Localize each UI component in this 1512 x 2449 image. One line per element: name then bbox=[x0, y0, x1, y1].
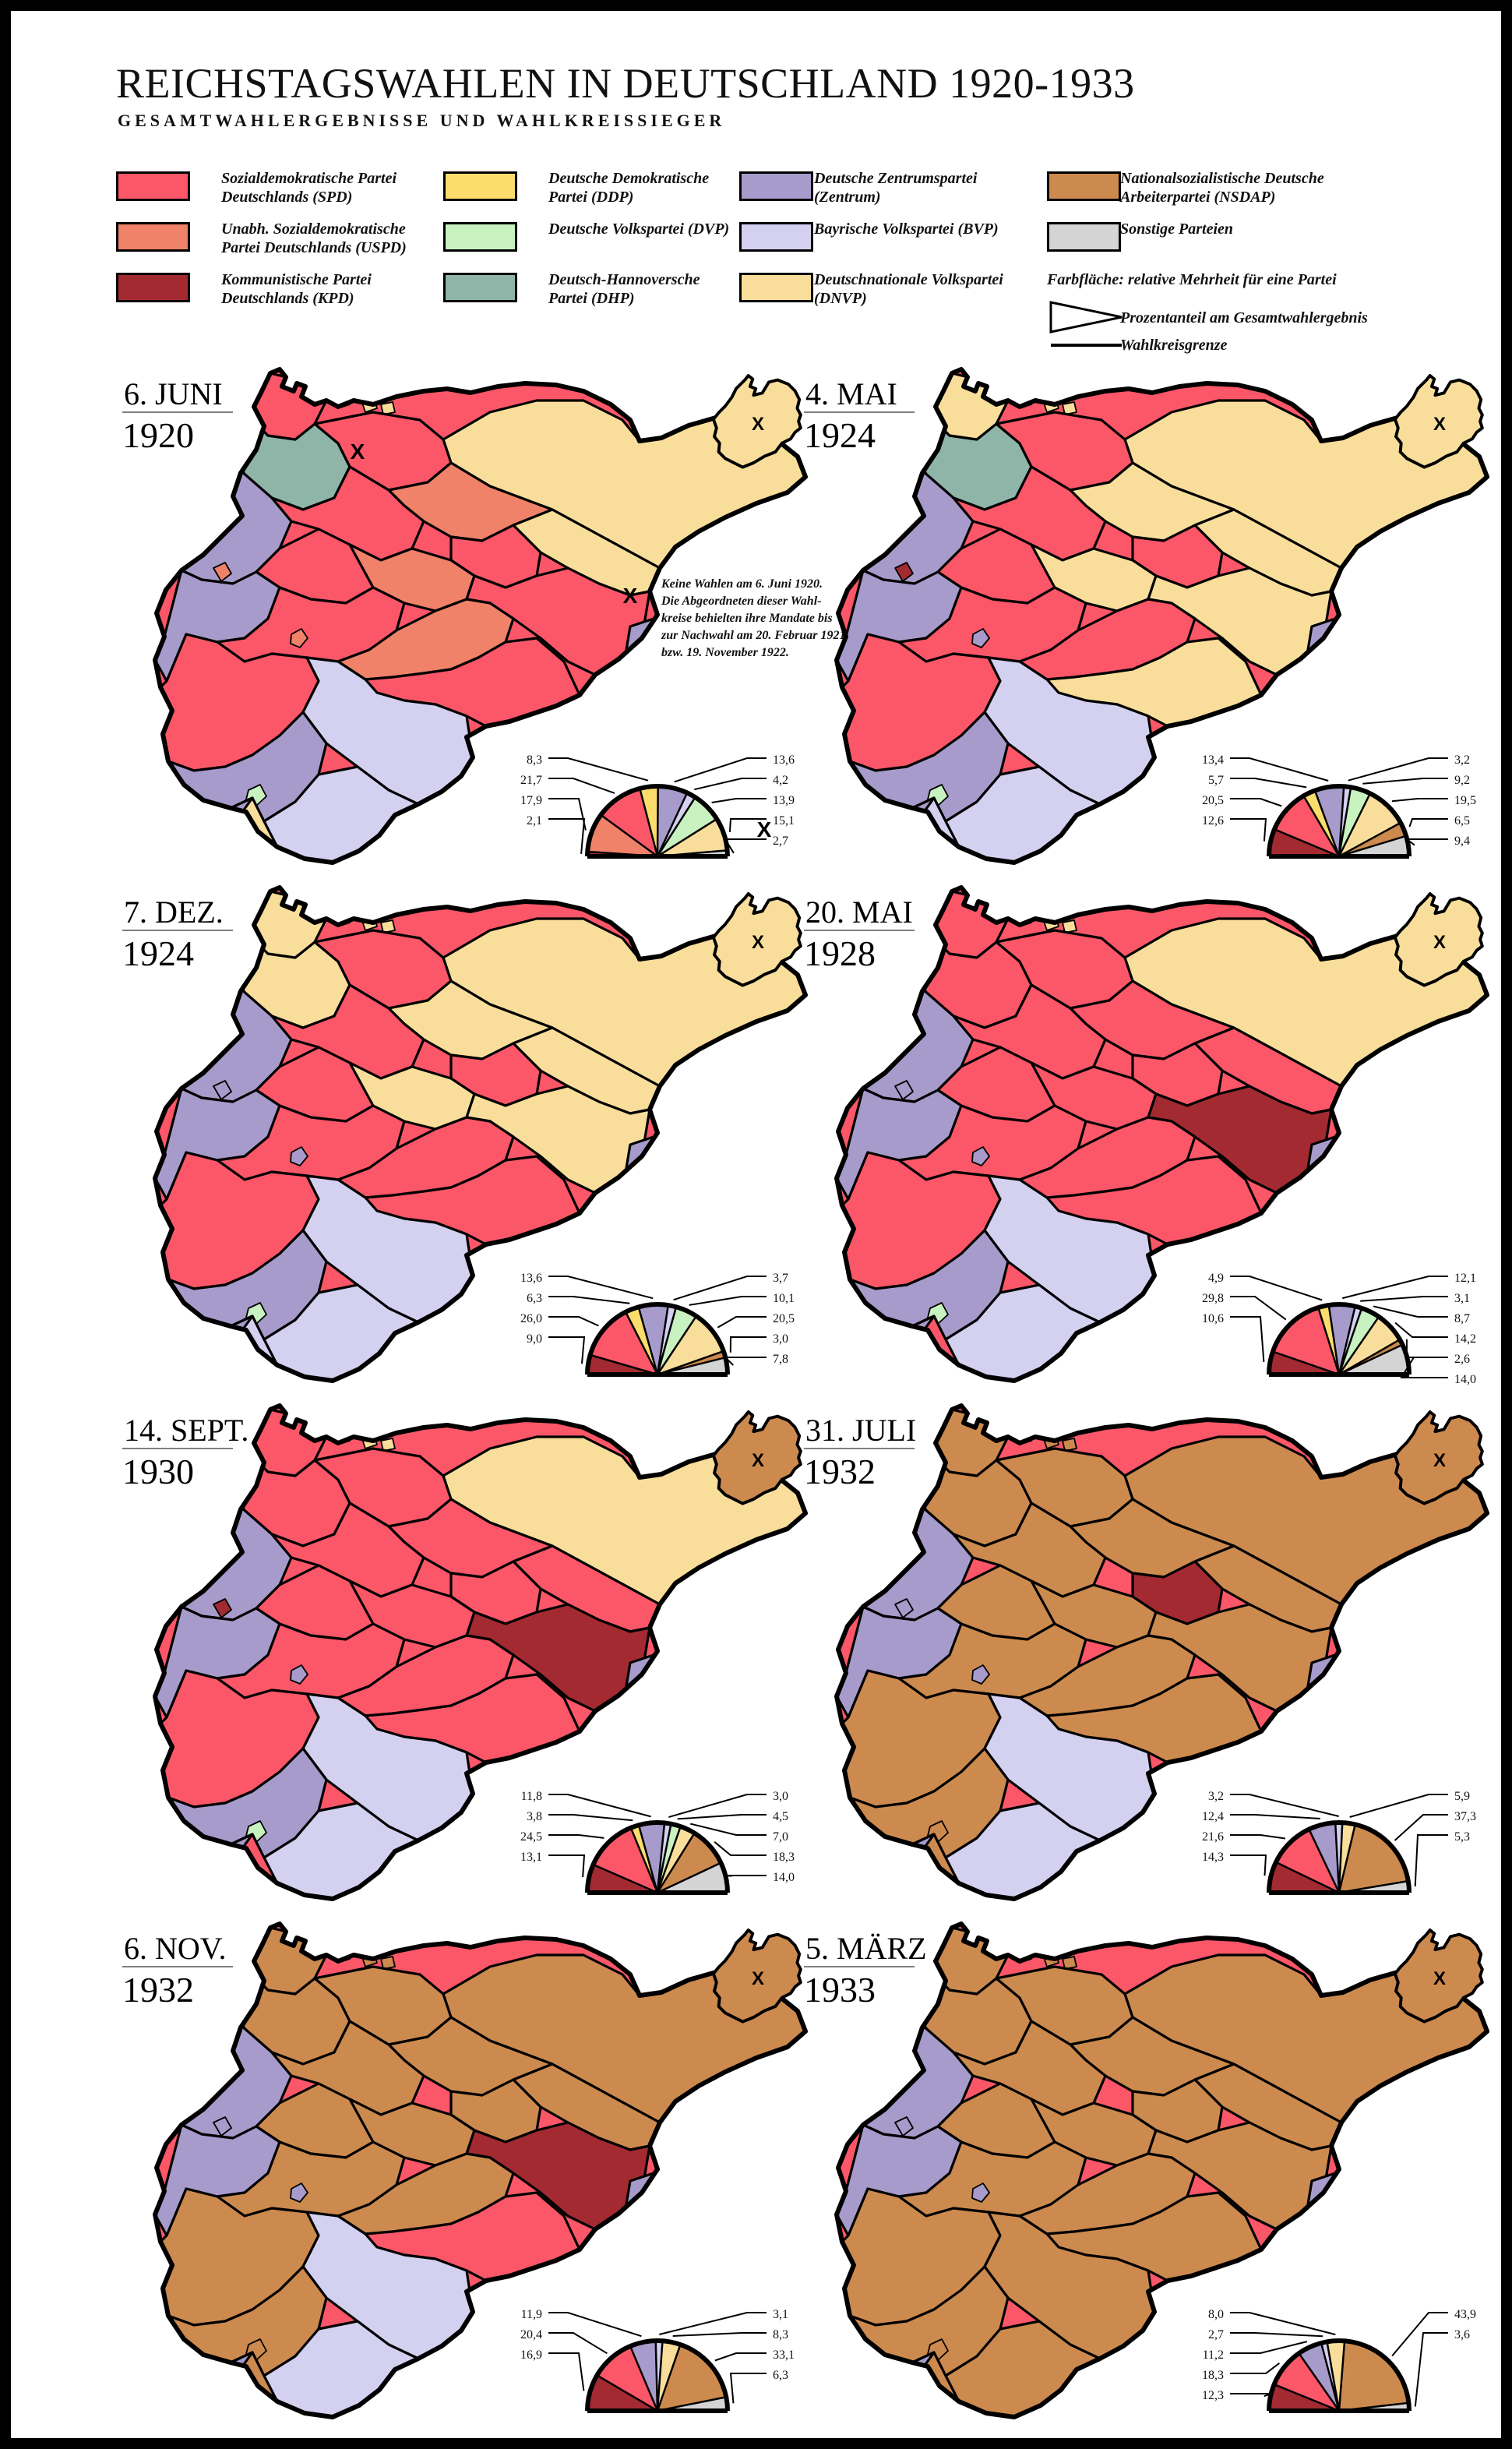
svg-text:12,1: 12,1 bbox=[1454, 1272, 1476, 1285]
svg-text:3,1: 3,1 bbox=[1454, 1292, 1470, 1305]
svg-text:2,7: 2,7 bbox=[773, 835, 788, 848]
svg-text:1932: 1932 bbox=[804, 1452, 876, 1491]
svg-text:31. JULI: 31. JULI bbox=[805, 1413, 916, 1448]
svg-text:18,3: 18,3 bbox=[1202, 2369, 1224, 2382]
svg-text:X: X bbox=[1433, 1450, 1446, 1471]
svg-text:13,4: 13,4 bbox=[1202, 753, 1224, 767]
svg-text:26,0: 26,0 bbox=[520, 1312, 542, 1325]
svg-text:1924: 1924 bbox=[804, 415, 876, 455]
svg-text:4,5: 4,5 bbox=[773, 1810, 788, 1823]
svg-text:14,3: 14,3 bbox=[1202, 1851, 1224, 1864]
svg-text:19,5: 19,5 bbox=[1454, 794, 1476, 807]
svg-text:5,3: 5,3 bbox=[1454, 1830, 1470, 1844]
svg-text:1920: 1920 bbox=[122, 415, 194, 455]
svg-text:37,3: 37,3 bbox=[1454, 1810, 1476, 1823]
svg-text:4,9: 4,9 bbox=[1208, 1272, 1224, 1285]
svg-text:33,1: 33,1 bbox=[773, 2348, 795, 2362]
svg-text:5,7: 5,7 bbox=[1208, 774, 1224, 787]
svg-text:14,0: 14,0 bbox=[1454, 1373, 1476, 1386]
svg-text:X: X bbox=[1433, 932, 1446, 953]
svg-text:3,2: 3,2 bbox=[1208, 1790, 1224, 1803]
svg-text:7,8: 7,8 bbox=[773, 1353, 788, 1366]
svg-text:4,2: 4,2 bbox=[773, 774, 788, 787]
svg-text:13,1: 13,1 bbox=[520, 1851, 542, 1864]
svg-text:17,9: 17,9 bbox=[520, 794, 542, 807]
svg-text:13,6: 13,6 bbox=[773, 753, 795, 767]
svg-text:1928: 1928 bbox=[804, 933, 876, 973]
svg-text:X: X bbox=[752, 1450, 764, 1471]
svg-text:5. MÄRZ: 5. MÄRZ bbox=[805, 1931, 927, 1966]
svg-text:6,3: 6,3 bbox=[773, 2369, 788, 2382]
svg-text:12,3: 12,3 bbox=[1202, 2389, 1224, 2402]
svg-text:2,6: 2,6 bbox=[1454, 1353, 1470, 1366]
svg-text:8,0: 8,0 bbox=[1208, 2308, 1224, 2321]
svg-text:3,1: 3,1 bbox=[773, 2308, 788, 2321]
svg-text:11,2: 11,2 bbox=[1203, 2348, 1224, 2362]
svg-text:16,9: 16,9 bbox=[520, 2348, 542, 2362]
svg-text:11,9: 11,9 bbox=[521, 2308, 542, 2321]
svg-text:6,3: 6,3 bbox=[527, 1292, 542, 1305]
svg-text:X: X bbox=[351, 439, 365, 464]
svg-text:6,5: 6,5 bbox=[1454, 814, 1470, 828]
svg-text:11,8: 11,8 bbox=[521, 1790, 542, 1803]
svg-text:18,3: 18,3 bbox=[773, 1851, 795, 1864]
svg-text:24,5: 24,5 bbox=[520, 1830, 542, 1844]
svg-text:X: X bbox=[752, 414, 764, 435]
svg-text:X: X bbox=[757, 817, 772, 842]
svg-text:7,0: 7,0 bbox=[773, 1830, 788, 1844]
svg-text:4. MAI: 4. MAI bbox=[805, 376, 897, 411]
svg-text:3,2: 3,2 bbox=[1454, 753, 1470, 767]
svg-text:1930: 1930 bbox=[122, 1452, 194, 1491]
svg-text:5,9: 5,9 bbox=[1454, 1790, 1470, 1803]
svg-text:X: X bbox=[752, 1968, 764, 1989]
svg-text:29,8: 29,8 bbox=[1202, 1292, 1224, 1305]
svg-text:1924: 1924 bbox=[122, 933, 194, 973]
svg-text:20,5: 20,5 bbox=[773, 1312, 795, 1325]
svg-text:3,7: 3,7 bbox=[773, 1272, 788, 1285]
svg-text:12,4: 12,4 bbox=[1202, 1810, 1224, 1823]
svg-text:X: X bbox=[623, 584, 638, 608]
svg-text:X: X bbox=[1433, 1968, 1446, 1989]
svg-text:2,1: 2,1 bbox=[527, 814, 542, 828]
svg-text:12,6: 12,6 bbox=[1202, 814, 1224, 828]
svg-text:9,0: 9,0 bbox=[527, 1332, 542, 1346]
svg-text:21,7: 21,7 bbox=[520, 774, 542, 787]
svg-text:7. DEZ.: 7. DEZ. bbox=[124, 895, 224, 930]
svg-text:10,1: 10,1 bbox=[773, 1292, 795, 1305]
svg-text:10,6: 10,6 bbox=[1202, 1312, 1224, 1325]
svg-text:3,6: 3,6 bbox=[1454, 2328, 1470, 2341]
svg-text:8,3: 8,3 bbox=[527, 753, 542, 767]
svg-text:1933: 1933 bbox=[804, 1970, 876, 2010]
svg-text:8,7: 8,7 bbox=[1454, 1312, 1470, 1325]
svg-text:14. SEPT.: 14. SEPT. bbox=[124, 1413, 248, 1448]
svg-text:15,1: 15,1 bbox=[773, 814, 795, 828]
svg-text:13,9: 13,9 bbox=[773, 794, 795, 807]
svg-text:14,2: 14,2 bbox=[1454, 1332, 1476, 1346]
svg-text:20,5: 20,5 bbox=[1202, 794, 1224, 807]
svg-text:21,6: 21,6 bbox=[1202, 1830, 1224, 1844]
svg-text:20,4: 20,4 bbox=[520, 2328, 542, 2341]
svg-text:9,2: 9,2 bbox=[1454, 774, 1470, 787]
svg-text:bzw. 19. November 1922.: bzw. 19. November 1922. bbox=[661, 646, 789, 659]
svg-text:3,0: 3,0 bbox=[773, 1332, 788, 1346]
svg-text:X: X bbox=[752, 932, 764, 953]
svg-text:X: X bbox=[1433, 414, 1446, 435]
svg-text:6. JUNI: 6. JUNI bbox=[124, 376, 223, 411]
svg-text:3,0: 3,0 bbox=[773, 1790, 788, 1803]
svg-text:13,6: 13,6 bbox=[520, 1272, 542, 1285]
svg-text:43,9: 43,9 bbox=[1454, 2308, 1476, 2321]
svg-text:1932: 1932 bbox=[122, 1970, 194, 2010]
svg-text:8,3: 8,3 bbox=[773, 2328, 788, 2341]
svg-text:6. NOV.: 6. NOV. bbox=[124, 1931, 227, 1966]
svg-text:20. MAI: 20. MAI bbox=[805, 895, 913, 930]
svg-text:3,8: 3,8 bbox=[527, 1810, 542, 1823]
svg-text:9,4: 9,4 bbox=[1454, 835, 1470, 848]
svg-text:14,0: 14,0 bbox=[773, 1871, 795, 1884]
svg-text:2,7: 2,7 bbox=[1208, 2328, 1224, 2341]
